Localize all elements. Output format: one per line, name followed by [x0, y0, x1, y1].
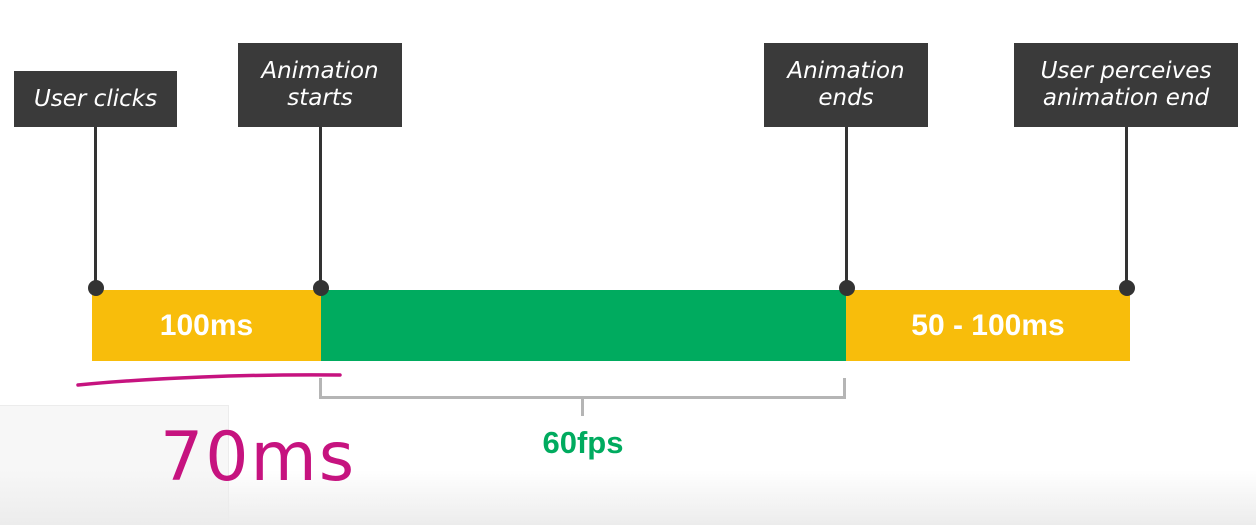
event-stem	[319, 127, 322, 289]
event-label-text: Animation starts	[261, 58, 379, 111]
event-dot	[1119, 280, 1135, 296]
handwritten-annotation: 70ms	[76, 373, 356, 497]
bracket-left-tick	[319, 378, 322, 398]
event-label-text: User perceives animation end	[1040, 58, 1212, 111]
bracket-label: 60fps	[542, 425, 624, 460]
annotation-text: 70ms	[160, 418, 356, 497]
event-label-text: User clicks	[33, 85, 158, 112]
bottom-fade	[0, 470, 1256, 525]
event-label-user-clicks: User clicks	[14, 71, 177, 127]
segment-label: 50 - 100ms	[911, 308, 1065, 342]
segment-animation	[321, 290, 846, 361]
event-label-user-perceives-end: User perceives animation end	[1014, 43, 1238, 127]
event-stem	[94, 127, 97, 289]
event-stem	[845, 127, 848, 289]
segment-perception: 50 - 100ms	[846, 290, 1130, 361]
bracket-center-tick	[581, 396, 584, 416]
event-dot	[313, 280, 329, 296]
underline-stroke	[76, 373, 342, 387]
event-label-animation-ends: Animation ends	[764, 43, 928, 127]
event-stem	[1125, 127, 1128, 289]
event-label-animation-starts: Animation starts	[238, 43, 402, 127]
segment-response: 100ms	[92, 290, 321, 361]
bracket-right-tick	[843, 378, 846, 398]
segment-label: 100ms	[159, 308, 254, 342]
event-dot	[88, 280, 104, 296]
event-label-text: Animation ends	[787, 58, 905, 111]
event-dot	[839, 280, 855, 296]
